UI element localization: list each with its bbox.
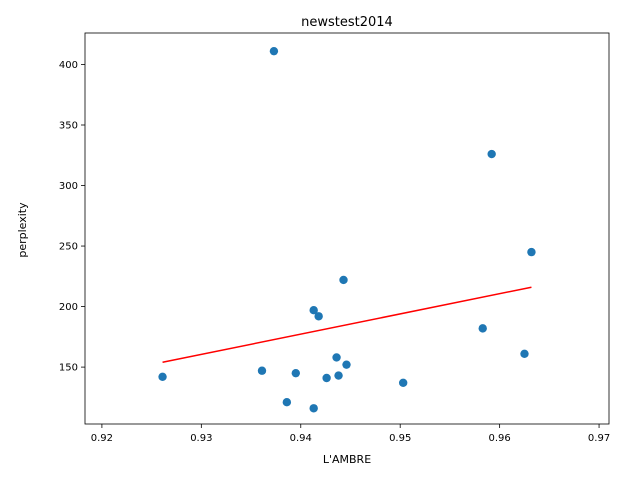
data-point xyxy=(291,368,300,378)
y-axis: 150 200 250 300 350 400 xyxy=(59,60,85,374)
x-tick-label: 0.94 xyxy=(290,433,312,444)
x-axis-label: L'AMBRE xyxy=(323,453,371,466)
plot-frame xyxy=(84,32,610,425)
y-tick-label: 200 xyxy=(59,302,78,313)
x-tick-label: 0.92 xyxy=(91,433,113,444)
data-point xyxy=(339,275,348,285)
data-point xyxy=(478,324,487,333)
data-point xyxy=(342,360,351,369)
y-axis-label: perplexity xyxy=(16,202,29,258)
data-point xyxy=(282,398,292,407)
y-tick-label: 250 xyxy=(59,242,78,253)
data-point xyxy=(322,373,331,383)
x-tick-label: 0.96 xyxy=(488,433,510,444)
y-tick-label: 400 xyxy=(59,60,78,71)
data-point xyxy=(309,306,318,315)
data-point xyxy=(269,46,279,56)
chart-title: newstest2014 xyxy=(301,15,393,30)
y-tick-label: 150 xyxy=(59,363,78,374)
data-point xyxy=(487,149,496,159)
data-point xyxy=(309,404,318,413)
data-point xyxy=(332,353,341,362)
x-axis: 0.92 0.93 0.94 0.95 0.96 0.97 xyxy=(91,424,610,444)
x-tick-label: 0.97 xyxy=(588,433,610,444)
data-point xyxy=(314,312,323,321)
data-point xyxy=(158,372,167,381)
y-tick-label: 300 xyxy=(59,181,78,192)
data-point xyxy=(398,378,408,388)
plot-area xyxy=(158,46,536,413)
data-point xyxy=(257,366,267,375)
y-tick-label: 350 xyxy=(59,121,78,132)
data-point xyxy=(520,349,529,358)
x-tick-label: 0.95 xyxy=(389,433,411,444)
trend-line xyxy=(162,286,532,363)
x-tick-label: 0.93 xyxy=(190,433,212,444)
data-point xyxy=(334,371,343,380)
data-point xyxy=(527,247,536,257)
